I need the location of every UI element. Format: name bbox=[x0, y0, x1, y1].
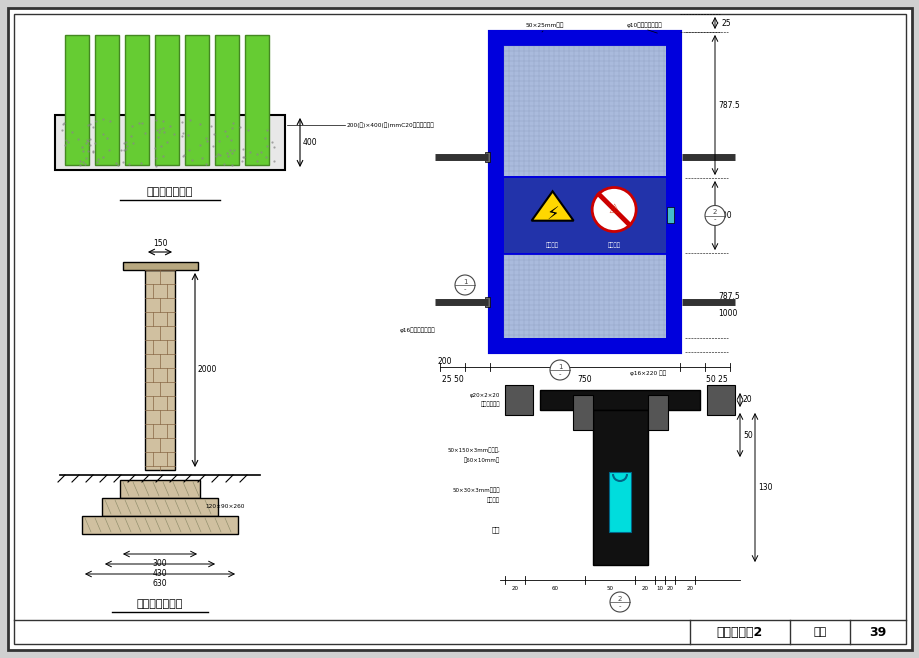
FancyBboxPatch shape bbox=[123, 262, 198, 270]
Text: 200: 200 bbox=[437, 357, 452, 366]
Text: 竹杆基础大样图: 竹杆基础大样图 bbox=[147, 187, 193, 197]
FancyBboxPatch shape bbox=[539, 390, 699, 410]
Text: φ16钢筋预埋入墙体: φ16钢筋预埋入墙体 bbox=[400, 328, 436, 333]
Text: 50: 50 bbox=[743, 430, 752, 440]
Circle shape bbox=[455, 275, 474, 295]
Text: 50×150×3mm单钢板,: 50×150×3mm单钢板, bbox=[447, 447, 499, 453]
Text: 750: 750 bbox=[577, 375, 592, 384]
Text: 开60×10mm槽: 开60×10mm槽 bbox=[463, 457, 499, 463]
FancyBboxPatch shape bbox=[490, 32, 679, 352]
FancyBboxPatch shape bbox=[119, 480, 199, 498]
FancyBboxPatch shape bbox=[14, 14, 905, 644]
Polygon shape bbox=[531, 191, 573, 220]
Text: 200(宽)×400(高)mmC20密钢条形基础: 200(宽)×400(高)mmC20密钢条形基础 bbox=[346, 122, 435, 128]
Text: 50×30×3mm单钢板: 50×30×3mm单钢板 bbox=[452, 487, 499, 493]
FancyBboxPatch shape bbox=[573, 395, 593, 430]
Text: 钢管与门连接: 钢管与门连接 bbox=[480, 401, 499, 407]
Text: 当心触电: 当心触电 bbox=[546, 242, 559, 248]
Text: ⚠: ⚠ bbox=[607, 203, 619, 216]
Circle shape bbox=[609, 592, 630, 612]
Text: 20: 20 bbox=[743, 395, 752, 405]
FancyBboxPatch shape bbox=[125, 35, 149, 165]
Text: 10: 10 bbox=[656, 586, 663, 591]
Circle shape bbox=[592, 188, 635, 232]
Text: 130: 130 bbox=[757, 483, 772, 492]
FancyBboxPatch shape bbox=[102, 498, 218, 516]
Text: 与门连接: 与门连接 bbox=[486, 497, 499, 503]
Text: 787.5: 787.5 bbox=[717, 292, 739, 301]
Text: 400: 400 bbox=[302, 138, 317, 147]
Text: 150: 150 bbox=[153, 239, 167, 248]
FancyBboxPatch shape bbox=[244, 35, 268, 165]
Text: -: - bbox=[713, 216, 716, 222]
Text: 39: 39 bbox=[868, 626, 886, 638]
FancyBboxPatch shape bbox=[55, 115, 285, 170]
FancyBboxPatch shape bbox=[185, 35, 209, 165]
Text: 50 25: 50 25 bbox=[706, 375, 727, 384]
FancyBboxPatch shape bbox=[504, 46, 665, 176]
Circle shape bbox=[550, 360, 570, 380]
Text: φ20×2×20: φ20×2×20 bbox=[469, 393, 499, 397]
Text: 50: 50 bbox=[606, 586, 613, 591]
FancyBboxPatch shape bbox=[504, 178, 665, 253]
Text: 430: 430 bbox=[153, 569, 167, 578]
Text: 787.5: 787.5 bbox=[717, 101, 739, 109]
Text: -: - bbox=[618, 603, 620, 609]
Text: 20: 20 bbox=[665, 586, 673, 591]
FancyBboxPatch shape bbox=[666, 207, 674, 223]
Circle shape bbox=[704, 205, 724, 226]
Text: 图号: 图号 bbox=[812, 627, 826, 637]
Text: φ16×220 螺栓: φ16×220 螺栓 bbox=[630, 370, 665, 376]
Text: -: - bbox=[558, 371, 561, 377]
FancyBboxPatch shape bbox=[154, 35, 179, 165]
Text: 2: 2 bbox=[618, 596, 621, 602]
FancyBboxPatch shape bbox=[65, 35, 89, 165]
FancyBboxPatch shape bbox=[145, 270, 175, 470]
FancyBboxPatch shape bbox=[647, 395, 667, 430]
Text: 50×25mm方钢: 50×25mm方钢 bbox=[526, 22, 563, 28]
Text: 25 50: 25 50 bbox=[442, 375, 463, 384]
Text: 1000: 1000 bbox=[717, 309, 736, 318]
Text: 锁具: 锁具 bbox=[491, 526, 499, 533]
FancyBboxPatch shape bbox=[95, 35, 119, 165]
Text: 变压器防护2: 变压器防护2 bbox=[716, 626, 762, 638]
Text: -: - bbox=[463, 286, 466, 292]
FancyBboxPatch shape bbox=[484, 297, 490, 307]
FancyBboxPatch shape bbox=[706, 385, 734, 415]
FancyBboxPatch shape bbox=[82, 516, 238, 534]
Text: 2: 2 bbox=[712, 209, 717, 216]
Text: ⚡: ⚡ bbox=[546, 205, 559, 224]
Text: 2000: 2000 bbox=[198, 365, 217, 374]
FancyBboxPatch shape bbox=[8, 8, 911, 650]
Text: 20: 20 bbox=[641, 586, 648, 591]
Text: 400: 400 bbox=[717, 211, 732, 220]
Text: 25: 25 bbox=[721, 18, 731, 28]
Text: φ10圆钢内外各一根: φ10圆钢内外各一根 bbox=[627, 22, 663, 28]
FancyBboxPatch shape bbox=[215, 35, 239, 165]
Text: 60: 60 bbox=[550, 586, 558, 591]
Text: 300: 300 bbox=[153, 559, 167, 568]
Text: 围墙基础大样图: 围墙基础大样图 bbox=[137, 599, 183, 609]
FancyBboxPatch shape bbox=[484, 152, 490, 162]
Text: 1: 1 bbox=[462, 279, 467, 285]
Text: 20: 20 bbox=[511, 586, 518, 591]
Text: 630: 630 bbox=[153, 579, 167, 588]
FancyBboxPatch shape bbox=[593, 410, 647, 565]
Text: 20: 20 bbox=[686, 586, 693, 591]
FancyBboxPatch shape bbox=[608, 472, 630, 532]
FancyBboxPatch shape bbox=[505, 385, 532, 415]
Text: 禁止靠近: 禁止靠近 bbox=[607, 242, 620, 248]
Text: 1: 1 bbox=[557, 364, 562, 370]
Text: 120×90×260: 120×90×260 bbox=[205, 504, 244, 509]
FancyBboxPatch shape bbox=[504, 255, 665, 338]
